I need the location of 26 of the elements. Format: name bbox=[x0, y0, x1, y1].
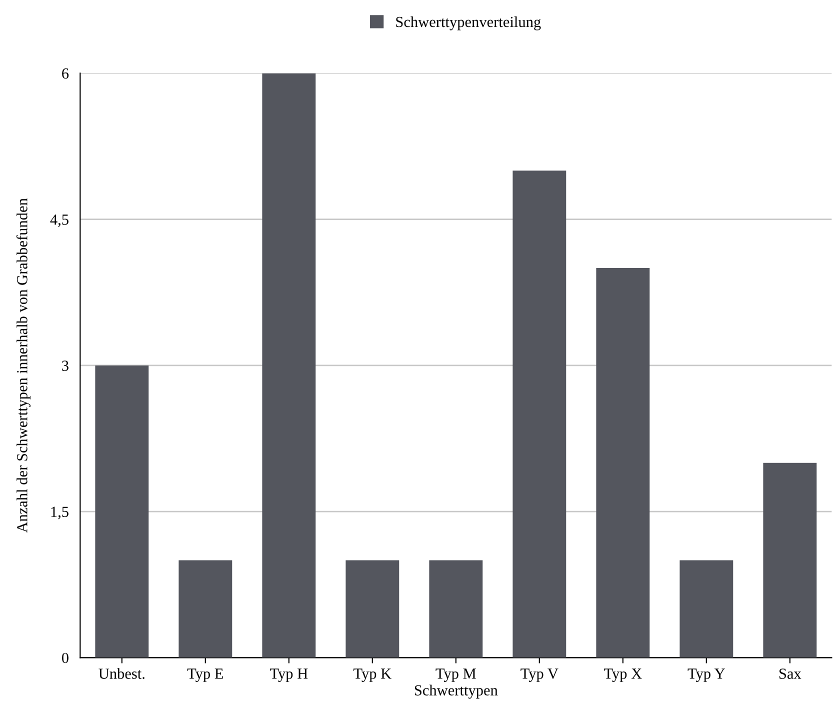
y-tick-label: 0 bbox=[62, 652, 68, 664]
bar bbox=[95, 365, 149, 658]
bar bbox=[763, 462, 817, 658]
bar bbox=[262, 73, 316, 658]
x-tick-label: Unbest. bbox=[98, 668, 144, 679]
x-tick-label: Typ M bbox=[436, 668, 476, 682]
x-tick-label: Typ X bbox=[604, 668, 642, 682]
bar bbox=[680, 560, 734, 658]
y-tick-label: 1,5 bbox=[51, 506, 68, 520]
legend-label: Schwerttypenverteilung bbox=[396, 16, 541, 30]
bar bbox=[512, 170, 566, 658]
x-tick-label: Typ Y bbox=[688, 668, 725, 682]
bar bbox=[596, 268, 650, 658]
x-axis-title: Schwerttypen bbox=[414, 684, 498, 699]
y-tick-label: 6 bbox=[62, 68, 69, 79]
x-tick-label: Typ V bbox=[520, 668, 558, 682]
bar bbox=[429, 560, 483, 658]
y-axis-title: Anzahl der Schwerttypen innerhalb von Grabbefunden bbox=[16, 198, 31, 533]
x-tick-label: Typ K bbox=[353, 668, 392, 682]
y-tick-label: 4,5 bbox=[50, 214, 68, 227]
x-tick-label: Typ E bbox=[187, 668, 223, 682]
bar bbox=[178, 560, 232, 658]
x-tick-label: Sax bbox=[779, 668, 802, 679]
bar bbox=[346, 560, 400, 658]
x-tick-label: Typ H bbox=[270, 668, 308, 682]
y-tick-label: 3 bbox=[62, 360, 68, 371]
